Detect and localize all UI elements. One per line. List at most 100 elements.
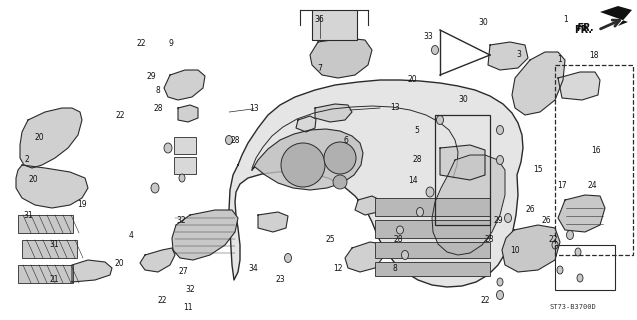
Polygon shape bbox=[258, 212, 288, 232]
Text: 22: 22 bbox=[115, 111, 124, 120]
Ellipse shape bbox=[436, 116, 443, 124]
Ellipse shape bbox=[557, 266, 563, 274]
Polygon shape bbox=[440, 145, 485, 180]
Ellipse shape bbox=[552, 241, 558, 249]
Text: 30: 30 bbox=[478, 18, 488, 27]
Text: 30: 30 bbox=[459, 95, 469, 104]
Text: 13: 13 bbox=[248, 104, 259, 113]
Bar bbox=[22, 240, 77, 258]
Ellipse shape bbox=[164, 143, 172, 153]
Text: 31: 31 bbox=[24, 211, 34, 220]
Polygon shape bbox=[72, 260, 112, 282]
Bar bbox=[375, 242, 490, 258]
Bar bbox=[375, 262, 490, 276]
Ellipse shape bbox=[431, 45, 438, 54]
Ellipse shape bbox=[151, 183, 159, 193]
Bar bbox=[435, 115, 490, 225]
Text: 22: 22 bbox=[548, 236, 557, 244]
Ellipse shape bbox=[396, 226, 403, 234]
Text: 9: 9 bbox=[168, 39, 173, 48]
Text: 11: 11 bbox=[183, 303, 192, 312]
Text: 18: 18 bbox=[589, 52, 598, 60]
Ellipse shape bbox=[285, 253, 292, 262]
Polygon shape bbox=[229, 80, 523, 287]
Text: 31: 31 bbox=[49, 240, 59, 249]
Ellipse shape bbox=[497, 278, 503, 286]
FancyBboxPatch shape bbox=[174, 157, 196, 174]
Polygon shape bbox=[355, 196, 380, 215]
Text: FR.: FR. bbox=[574, 25, 592, 35]
Ellipse shape bbox=[426, 187, 434, 197]
Text: 20: 20 bbox=[28, 175, 38, 184]
Polygon shape bbox=[310, 38, 372, 78]
Bar bbox=[375, 198, 490, 216]
Circle shape bbox=[281, 143, 325, 187]
Polygon shape bbox=[558, 72, 600, 100]
Text: 28: 28 bbox=[231, 136, 240, 145]
Text: 3: 3 bbox=[517, 50, 522, 59]
Polygon shape bbox=[172, 210, 238, 260]
Text: 33: 33 bbox=[423, 32, 433, 41]
Bar bbox=[555, 65, 633, 255]
Text: 28: 28 bbox=[485, 236, 494, 244]
Text: 15: 15 bbox=[533, 165, 543, 174]
Text: 1: 1 bbox=[563, 15, 568, 24]
Text: 21: 21 bbox=[50, 276, 59, 284]
Polygon shape bbox=[164, 70, 205, 100]
Ellipse shape bbox=[575, 248, 581, 256]
Text: 28: 28 bbox=[154, 104, 162, 113]
Polygon shape bbox=[16, 165, 88, 208]
Polygon shape bbox=[558, 195, 605, 232]
Text: 13: 13 bbox=[390, 103, 400, 113]
Text: 26: 26 bbox=[525, 205, 535, 214]
Ellipse shape bbox=[417, 207, 424, 217]
Text: 22: 22 bbox=[158, 296, 167, 305]
Text: 25: 25 bbox=[325, 236, 335, 244]
Text: 29: 29 bbox=[493, 216, 503, 225]
Polygon shape bbox=[315, 104, 352, 122]
Ellipse shape bbox=[401, 251, 408, 260]
Polygon shape bbox=[600, 6, 632, 26]
Text: 16: 16 bbox=[590, 146, 601, 155]
Ellipse shape bbox=[577, 274, 583, 282]
Text: 26: 26 bbox=[541, 216, 552, 225]
FancyBboxPatch shape bbox=[174, 137, 196, 154]
Ellipse shape bbox=[179, 174, 185, 182]
Text: 29: 29 bbox=[147, 72, 157, 81]
Bar bbox=[555, 245, 615, 290]
Text: 1: 1 bbox=[557, 55, 562, 65]
Text: 8: 8 bbox=[155, 86, 161, 95]
Polygon shape bbox=[502, 225, 560, 272]
Ellipse shape bbox=[496, 125, 503, 134]
Polygon shape bbox=[20, 108, 82, 168]
Text: 8: 8 bbox=[392, 264, 397, 273]
Text: 10: 10 bbox=[510, 246, 520, 255]
Text: 34: 34 bbox=[248, 264, 259, 273]
Text: 19: 19 bbox=[76, 200, 87, 209]
Text: 22: 22 bbox=[137, 39, 146, 48]
Text: 32: 32 bbox=[176, 216, 187, 225]
Text: 28: 28 bbox=[413, 156, 422, 164]
Polygon shape bbox=[178, 105, 198, 122]
Text: 20: 20 bbox=[408, 76, 418, 84]
Polygon shape bbox=[252, 129, 363, 190]
Ellipse shape bbox=[225, 135, 233, 145]
Text: 4: 4 bbox=[128, 231, 133, 240]
Text: 22: 22 bbox=[481, 296, 490, 305]
Bar bbox=[18, 265, 73, 283]
Text: 20: 20 bbox=[115, 260, 125, 268]
Text: 27: 27 bbox=[178, 267, 189, 276]
Ellipse shape bbox=[496, 291, 503, 300]
Polygon shape bbox=[488, 42, 528, 70]
Ellipse shape bbox=[496, 156, 503, 164]
Bar bbox=[375, 220, 490, 238]
Text: 20: 20 bbox=[34, 133, 45, 142]
Polygon shape bbox=[345, 242, 384, 272]
Text: 17: 17 bbox=[557, 181, 567, 190]
Circle shape bbox=[333, 175, 347, 189]
Polygon shape bbox=[432, 155, 505, 255]
Text: 32: 32 bbox=[185, 285, 195, 294]
Text: 28: 28 bbox=[394, 236, 403, 244]
Text: FR.: FR. bbox=[577, 23, 595, 33]
Text: 14: 14 bbox=[408, 176, 418, 185]
